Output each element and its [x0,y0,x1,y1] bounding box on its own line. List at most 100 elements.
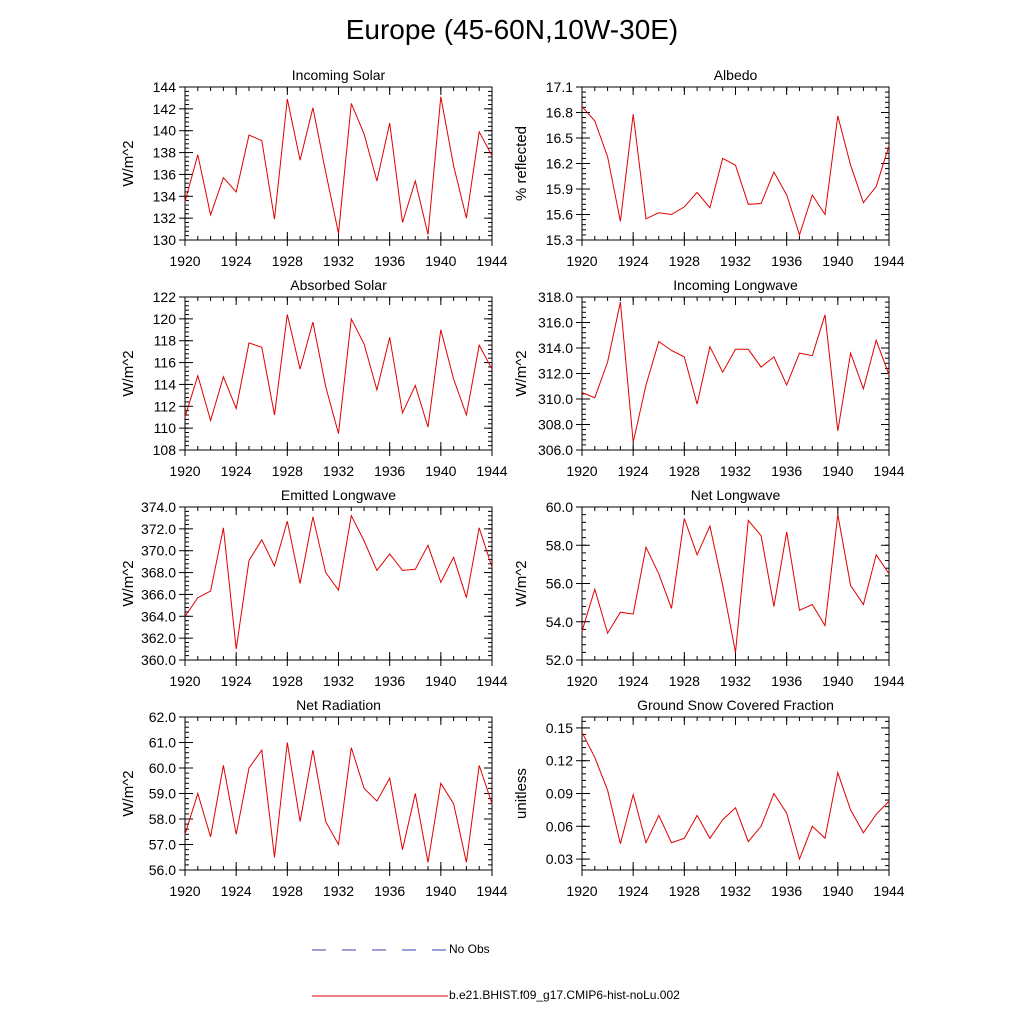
x-tick-label: 1920 [169,463,200,479]
y-axis-label: W/m^2 [120,770,137,816]
y-tick-label: 108 [153,442,177,458]
x-tick-label: 1940 [425,883,456,899]
x-tick-label: 1924 [618,463,649,479]
y-tick-label: 362.0 [141,630,176,646]
chart-title: Net Longwave [691,487,781,503]
chart-title: Incoming Longwave [673,277,798,293]
x-tick-label: 1920 [566,883,597,899]
series-line [581,514,890,653]
x-tick-label: 1944 [873,673,904,689]
plot-frame [581,296,890,451]
y-tick-label: 372.0 [141,521,176,537]
y-tick-label: 0.12 [546,753,573,769]
plot-frame [184,86,493,241]
series-line [184,742,493,863]
y-tick-label: 370.0 [141,543,176,559]
y-tick-label: 62.0 [149,709,176,725]
y-tick-label: 318.0 [538,289,573,305]
x-tick-label: 1920 [169,253,200,269]
y-axis-label: W/m^2 [513,350,530,396]
x-tick-label: 1936 [374,673,405,689]
y-tick-label: 16.2 [546,156,573,172]
y-tick-label: 0.06 [546,818,573,834]
y-tick-label: 312.0 [538,366,573,382]
y-tick-label: 134 [153,188,177,204]
y-tick-label: 314.0 [538,340,573,356]
x-tick-label: 1932 [720,253,751,269]
x-tick-label: 1932 [720,883,751,899]
x-tick-label: 1924 [221,673,252,689]
y-axis-label: W/m^2 [120,350,137,396]
x-tick-label: 1928 [272,883,303,899]
page-title: Europe (45-60N,10W-30E) [345,14,679,45]
legend-model-line [312,995,448,997]
x-tick-label: 1924 [618,883,649,899]
x-tick-label: 1924 [618,253,649,269]
y-tick-label: 60.0 [546,499,573,515]
x-tick-label: 1928 [272,253,303,269]
x-tick-label: 1928 [669,883,700,899]
x-tick-label: 1944 [873,883,904,899]
chart-panel-6: 1920 1924 1928 1932 1936 1940 1944 52.0 54.0 56.0… [513,487,905,689]
x-tick-label: 1944 [476,883,507,899]
x-tick-label: 1928 [272,463,303,479]
y-tick-label: 59.0 [149,786,176,802]
y-tick-label: 0.15 [546,720,573,736]
y-tick-label: 310.0 [538,391,573,407]
y-tick-label: 17.1 [546,79,573,95]
y-tick-label: 61.0 [149,735,176,751]
x-tick-label: 1920 [169,883,200,899]
chart-title: Absorbed Solar [290,277,387,293]
x-tick-label: 1936 [374,883,405,899]
x-tick-label: 1928 [272,673,303,689]
x-tick-label: 1944 [476,253,507,269]
x-tick-label: 1944 [873,253,904,269]
plot-frame [581,506,890,661]
x-tick-label: 1940 [425,253,456,269]
y-tick-label: 112 [154,398,177,414]
chart-title: Net Radiation [296,697,381,713]
x-tick-label: 1924 [221,253,252,269]
y-axis-label: W/m^2 [120,560,137,606]
x-tick-label: 1936 [771,673,802,689]
plot-frame [184,296,493,451]
x-tick-label: 1932 [720,673,751,689]
x-tick-label: 1924 [221,463,252,479]
y-tick-label: 316.0 [538,315,573,331]
plot-frame [184,716,493,871]
y-tick-label: 56.0 [546,576,573,592]
y-tick-label: 16.8 [546,105,573,121]
chart-title: Emitted Longwave [281,487,396,503]
y-tick-label: 54.0 [546,614,573,630]
y-tick-label: 366.0 [141,586,176,602]
y-tick-label: 0.09 [546,786,573,802]
chart-title: Incoming Solar [292,67,386,83]
y-tick-label: 15.6 [546,207,573,223]
y-tick-label: 144 [153,79,177,95]
plot-frame [184,506,493,661]
y-tick-label: 374.0 [141,499,176,515]
x-tick-label: 1920 [169,673,200,689]
x-tick-label: 1928 [669,463,700,479]
chart-panel-8: 1920 1924 1928 1932 1936 1940 1944 0.03 0.06 0.09… [513,697,905,899]
x-tick-label: 1932 [323,673,354,689]
x-tick-label: 1924 [221,883,252,899]
plot-frame [581,716,890,871]
y-tick-label: 60.0 [149,760,176,776]
x-tick-label: 1940 [822,673,853,689]
x-tick-label: 1936 [374,253,405,269]
x-tick-label: 1944 [476,463,507,479]
x-tick-label: 1932 [323,463,354,479]
y-tick-label: 114 [154,376,177,392]
y-tick-label: 58.0 [149,811,176,827]
x-tick-label: 1928 [669,253,700,269]
y-tick-label: 116 [154,355,177,371]
y-axis-label: unitless [513,768,530,819]
chart-panel-5: 1920 1924 1928 1932 1936 1940 1944 360.0 362.0 36… [120,487,508,689]
chart-panel-4: 1920 1924 1928 1932 1936 1940 1944 306.0 308.0 31… [513,277,905,479]
y-axis-label: % reflected [513,126,530,201]
y-tick-label: 16.5 [546,130,573,146]
x-tick-label: 1932 [323,253,354,269]
y-tick-label: 15.9 [546,181,573,197]
